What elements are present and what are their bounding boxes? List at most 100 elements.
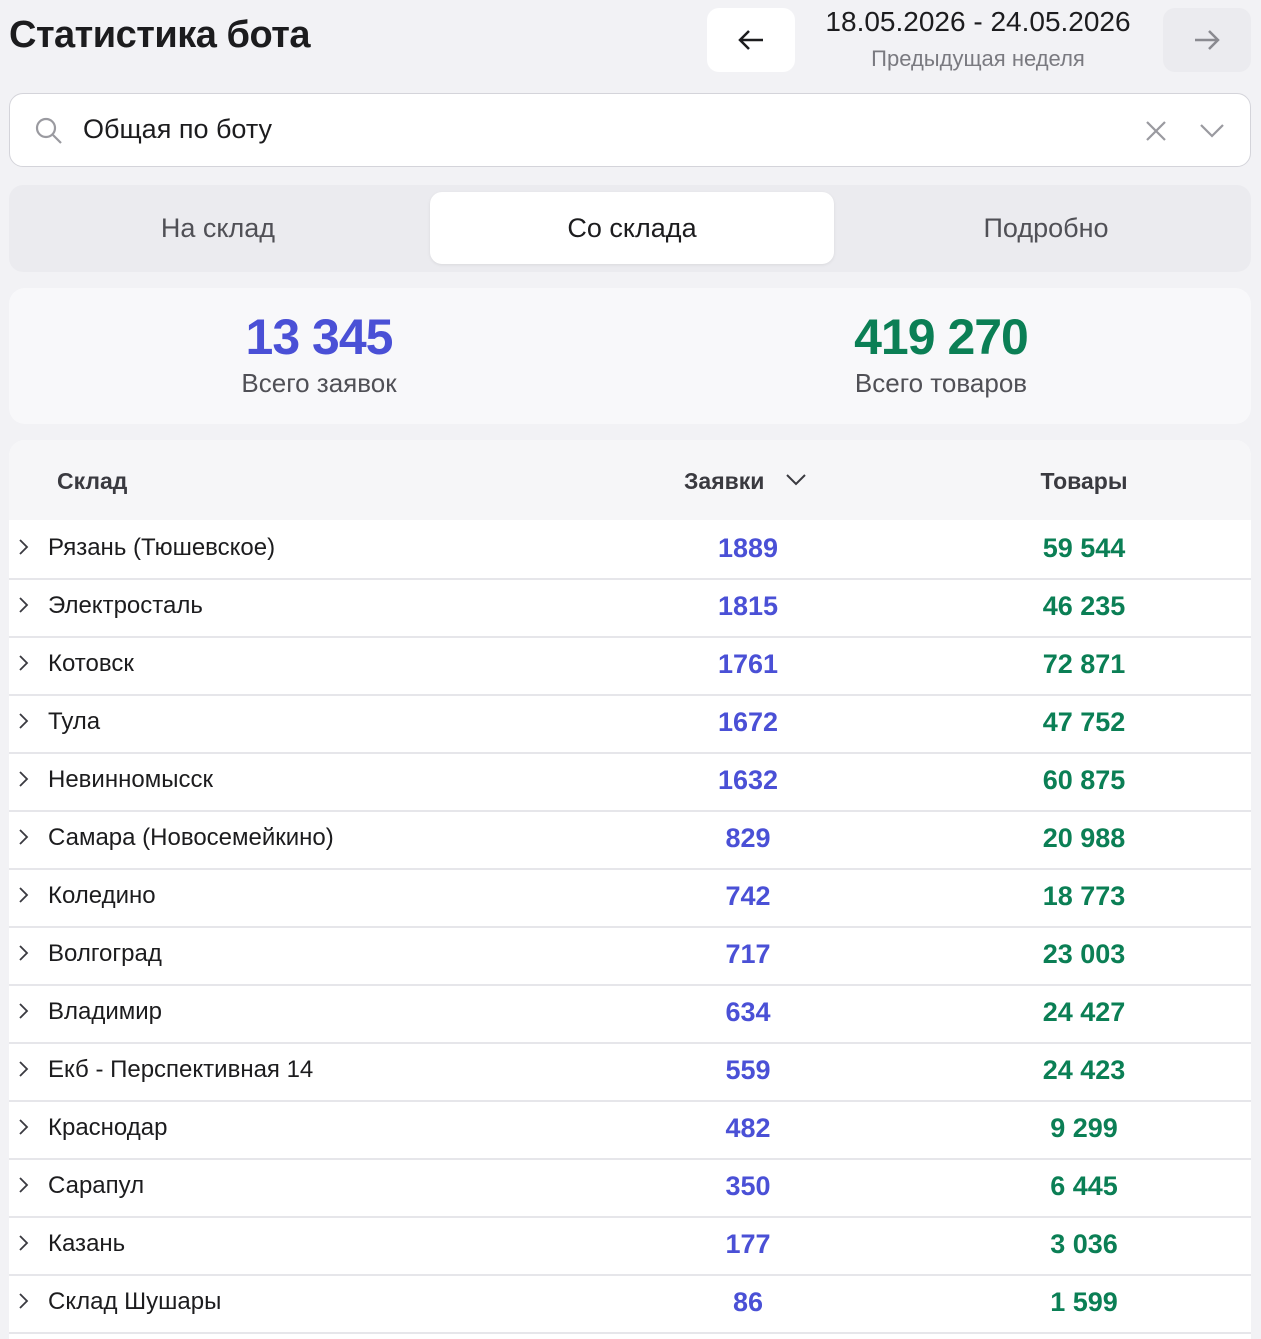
expand-icon	[19, 1119, 29, 1135]
warehouse-name: Рязань (Тюшевское)	[48, 534, 276, 561]
goods-count: 72 871	[1042, 649, 1126, 679]
warehouse-name: Краснодар	[48, 1114, 168, 1141]
table-row[interactable]: Екб - Перспективная 14 559 24 423	[9, 1042, 1251, 1102]
orders-count: 1672	[717, 707, 779, 737]
summary-label: Всего заявок	[241, 368, 397, 398]
expand-icon	[19, 829, 29, 845]
warehouse-name: Казань	[48, 1230, 126, 1257]
tab[interactable]: Со склада	[430, 192, 834, 264]
goods-count: 18 773	[1042, 881, 1126, 911]
table-row[interactable]: Самара (Новосемейкино) 829 20 988	[9, 810, 1251, 870]
warehouse-name: Электросталь	[48, 592, 203, 619]
summary-item: 419 270 Всего товаров	[691, 308, 1191, 399]
period-label: Предыдущая неделя	[871, 46, 1085, 71]
table-row[interactable]: Рязань (Тюшевское) 1889 59 544	[9, 520, 1251, 580]
expand-icon	[19, 771, 29, 787]
orders-count: 86	[732, 1287, 764, 1317]
clear-button[interactable]	[1144, 119, 1168, 143]
table-row[interactable]: Коледино 742 18 773	[9, 868, 1251, 928]
warehouse-name: Сарапул	[48, 1172, 145, 1199]
column-header: Товары	[1040, 468, 1128, 494]
summary-card: 13 345 Всего заявок 419 270 Всего товаров	[9, 288, 1251, 424]
warehouse-name: Самара (Новосемейкино)	[48, 824, 334, 851]
warehouse-name: Невинномысск	[48, 766, 213, 793]
warehouse-name: Владимир	[48, 998, 163, 1025]
warehouse-name: Волгоград	[48, 940, 162, 967]
orders-count: 1632	[717, 765, 779, 795]
table-row[interactable]: Котовск 1761 72 871	[9, 636, 1251, 696]
table-row[interactable]: Волгоград 717 23 003	[9, 926, 1251, 986]
goods-count: 3 036	[1050, 1229, 1118, 1259]
orders-count: 1761	[717, 649, 779, 679]
expand-icon	[19, 1293, 29, 1309]
warehouse-table: Склад Заявки Товары Рязань (Тюшевское) 1889…	[9, 440, 1251, 1339]
orders-count: 1889	[717, 533, 779, 563]
goods-count: 46 235	[1042, 591, 1126, 621]
goods-count: 1 599	[1050, 1287, 1118, 1317]
summary-value: 419 270	[854, 309, 1029, 365]
warehouse-name: Склад Шушары	[48, 1288, 222, 1315]
expand-icon	[19, 713, 29, 729]
warehouse-name: Коледино	[48, 882, 156, 909]
table-row[interactable]: Владимир 634 24 427	[9, 984, 1251, 1044]
goods-count: 24 423	[1042, 1055, 1126, 1085]
expand-icon	[19, 1003, 29, 1019]
table-header: Склад Заявки Товары	[9, 440, 1251, 520]
expand-icon	[19, 945, 29, 961]
orders-count: 634	[725, 997, 771, 1027]
orders-count: 350	[725, 1171, 771, 1201]
table-row[interactable]: Краснодар 482 9 299	[9, 1100, 1251, 1160]
goods-count: 9 299	[1050, 1113, 1118, 1143]
prev-week-button[interactable]	[707, 8, 795, 72]
date-range: 18.05.2026 - 24.05.2026	[825, 6, 1131, 37]
orders-count: 829	[725, 823, 771, 853]
goods-count: 23 003	[1042, 939, 1126, 969]
arrow-left-icon	[738, 30, 763, 50]
search-field[interactable]: Общая по боту	[9, 93, 1251, 167]
search-icon	[35, 117, 62, 144]
orders-count: 559	[725, 1055, 771, 1085]
goods-count: 24 427	[1042, 997, 1126, 1027]
orders-count: 742	[725, 881, 771, 911]
sort-icon	[786, 474, 806, 486]
tab[interactable]: На склад	[160, 212, 276, 243]
summary-value: 13 345	[245, 309, 394, 365]
dropdown-button[interactable]	[1198, 120, 1226, 140]
goods-count: 60 875	[1042, 765, 1126, 795]
expand-icon	[19, 1177, 29, 1193]
arrow-right-icon	[1195, 30, 1220, 50]
orders-count: 1815	[717, 591, 779, 621]
table-row[interactable]: Казань 177 3 036	[9, 1216, 1251, 1276]
expand-icon	[19, 1061, 29, 1077]
table-row[interactable]: Склад Шушары 86 1 599	[9, 1274, 1251, 1334]
warehouse-name: Котовск	[48, 650, 134, 677]
expand-icon	[19, 1235, 29, 1251]
column-header: Склад	[57, 468, 128, 494]
column-header[interactable]: Заявки	[684, 468, 765, 494]
next-week-button[interactable]	[1163, 8, 1251, 72]
expand-icon	[19, 539, 29, 555]
table-row[interactable]: Сарапул 350 6 445	[9, 1158, 1251, 1218]
table-row[interactable]: Невинномысск 1632 60 875	[9, 752, 1251, 812]
tab-bar: На склад Со склада Подробно	[9, 185, 1251, 272]
warehouse-name: Екб - Перспективная 14	[48, 1056, 314, 1083]
summary-item: 13 345 Всего заявок	[69, 308, 569, 399]
search-value: Общая по боту	[83, 114, 273, 144]
summary-label: Всего товаров	[854, 368, 1028, 398]
warehouse-name: Тула	[48, 708, 101, 735]
page-title: Статистика бота	[9, 14, 310, 56]
table-row[interactable]: Тула 1672 47 752	[9, 694, 1251, 754]
goods-count: 47 752	[1042, 707, 1126, 737]
tab[interactable]: Подробно	[983, 212, 1109, 243]
table-row[interactable]: Электросталь 1815 46 235	[9, 578, 1251, 638]
goods-count: 20 988	[1042, 823, 1126, 853]
expand-icon	[19, 887, 29, 903]
goods-count: 6 445	[1050, 1171, 1118, 1201]
expand-icon	[19, 655, 29, 671]
orders-count: 482	[725, 1113, 771, 1143]
expand-icon	[19, 597, 29, 613]
orders-count: 717	[725, 939, 771, 969]
orders-count: 177	[725, 1229, 771, 1259]
goods-count: 59 544	[1042, 533, 1126, 563]
